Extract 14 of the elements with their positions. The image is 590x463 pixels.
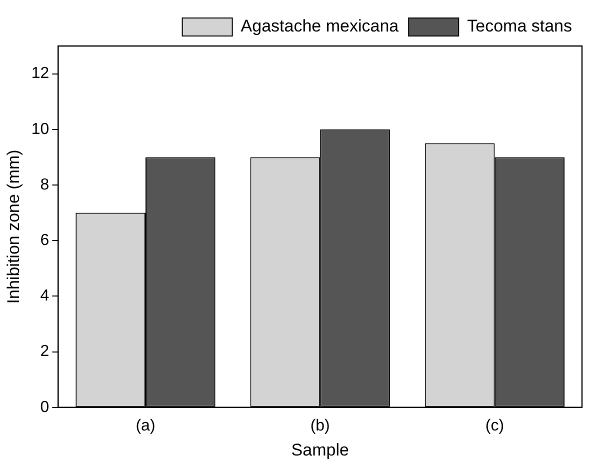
y-tick-label: 4 [40, 288, 50, 305]
y-tick-label: 12 [31, 65, 50, 82]
x-tick-label: (c) [485, 417, 504, 434]
legend-label: Tecoma stans [467, 16, 572, 36]
y-tick-label: 8 [40, 176, 50, 194]
legend-label: Agastache mexicana [240, 16, 400, 36]
y-tick-label: 6 [40, 232, 50, 250]
y-axis-title: Inhibition zone (mm) [4, 150, 23, 304]
y-tick-label: 10 [31, 120, 50, 138]
y-tick-label: 2 [40, 343, 50, 360]
x-axis-title: Sample [291, 440, 349, 460]
x-tick-label: (b) [310, 417, 330, 434]
x-tick-label: (a) [136, 417, 156, 434]
y-tick-label: 0 [40, 398, 50, 416]
